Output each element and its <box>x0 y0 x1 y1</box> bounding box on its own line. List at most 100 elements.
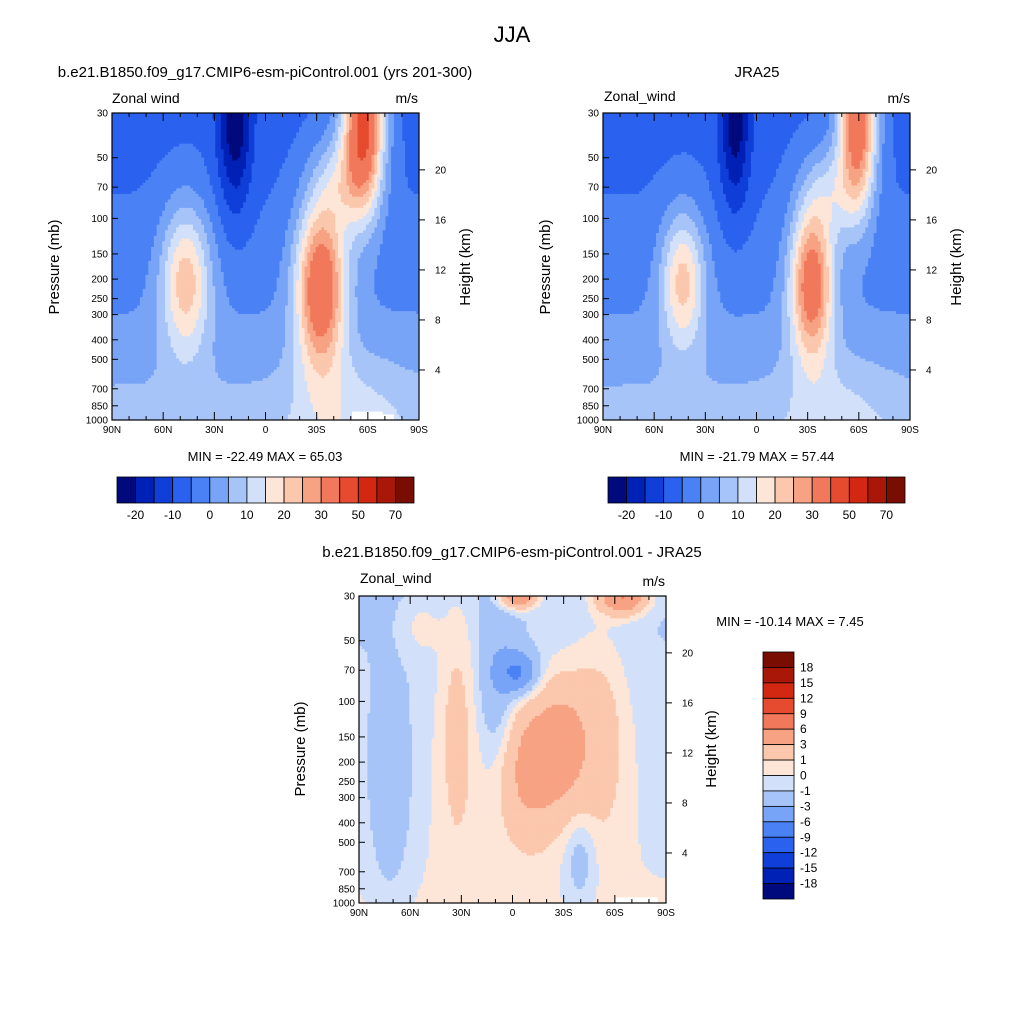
contour-cell <box>170 138 174 142</box>
contour-cell <box>265 188 269 192</box>
contour-cell <box>112 160 116 164</box>
contour-cell <box>192 152 197 156</box>
contour-cell <box>190 216 194 220</box>
contour-cell <box>184 191 188 195</box>
contour-cell <box>304 171 308 175</box>
contour-cell <box>201 132 205 136</box>
contour-cell <box>282 171 286 175</box>
contour-cell <box>220 230 225 234</box>
contour-cell <box>156 157 161 162</box>
contour-cell <box>279 152 283 156</box>
contour-cell <box>120 115 124 120</box>
contour-cell <box>315 113 320 117</box>
contour-cell <box>223 149 228 153</box>
contour-cell <box>257 154 261 159</box>
contour-cell <box>223 138 228 142</box>
contour-cell <box>145 154 149 159</box>
contour-cell <box>112 202 116 206</box>
contour-cell <box>125 199 130 203</box>
contour-cell <box>402 196 406 201</box>
contour-cell <box>234 224 239 229</box>
contour-cell <box>201 121 205 125</box>
contour-cell <box>148 179 152 184</box>
contour-cell <box>349 210 353 215</box>
contour-cell <box>374 213 378 217</box>
contour-cell <box>165 124 169 128</box>
contour-cell <box>349 202 353 206</box>
contour-cell <box>357 113 361 117</box>
contour-cell <box>117 213 121 217</box>
contour-cell <box>276 138 281 142</box>
contour-cell <box>298 160 303 164</box>
contour-cell <box>204 213 208 217</box>
contour-cell <box>290 191 295 195</box>
contour-cell <box>298 207 303 212</box>
contour-cell <box>363 149 367 153</box>
contour-cell <box>176 126 180 131</box>
contour-cell <box>184 140 188 145</box>
contour-cell <box>181 202 186 206</box>
contour-cell <box>156 202 161 206</box>
contour-cell <box>206 210 211 215</box>
contour-cell <box>178 149 183 153</box>
contour-cell <box>206 154 211 159</box>
contour-cell <box>156 135 161 139</box>
contour-cell <box>209 140 214 145</box>
contour-cell <box>206 191 211 195</box>
contour-cell <box>312 132 317 136</box>
contour-cell <box>318 210 322 215</box>
contour-cell <box>170 227 174 231</box>
contour-cell <box>332 227 336 231</box>
contour-cell <box>371 188 375 192</box>
contour-cell <box>153 230 158 234</box>
contour-cell <box>234 113 239 117</box>
contour-cell <box>232 182 236 187</box>
contour-cell <box>346 205 350 209</box>
contour-cell <box>139 146 144 150</box>
contour-cell <box>296 168 300 173</box>
contour-cell <box>165 154 169 159</box>
contour-cell <box>382 210 387 215</box>
contour-cell <box>123 132 127 136</box>
contour-cell <box>365 121 370 125</box>
contour-cell <box>363 146 367 150</box>
contour-cell <box>343 166 348 170</box>
contour-cell <box>298 132 303 136</box>
contour-cell <box>134 118 138 122</box>
contour-cell <box>220 135 225 139</box>
contour-cell <box>349 160 353 164</box>
contour-cell <box>318 227 322 231</box>
contour-cell <box>332 221 336 226</box>
contour-cell <box>248 113 253 117</box>
contour-cell <box>187 213 191 217</box>
contour-cell <box>324 168 328 173</box>
contour-cell <box>329 213 334 217</box>
contour-cell <box>279 202 283 206</box>
contour-cell <box>201 135 205 139</box>
contour-cell <box>271 205 275 209</box>
contour-cell <box>310 171 314 175</box>
contour-cell <box>173 205 177 209</box>
contour-cell <box>413 152 417 156</box>
contour-cell <box>326 202 331 206</box>
contour-cell <box>349 118 353 122</box>
contour-cell <box>276 115 281 120</box>
contour-cell <box>184 132 188 136</box>
contour-cell <box>315 191 320 195</box>
contour-cell <box>226 135 230 139</box>
contour-cell <box>251 115 255 120</box>
contour-cell <box>134 143 138 148</box>
contour-cell <box>131 138 135 142</box>
contour-cell <box>402 224 406 229</box>
contour-cell <box>114 121 119 125</box>
contour-cell <box>388 154 392 159</box>
contour-cell <box>290 193 295 198</box>
contour-cell <box>262 210 267 215</box>
contour-cell <box>181 224 186 229</box>
contour-cell <box>220 219 225 223</box>
contour-cell <box>128 146 133 150</box>
contour-cell <box>360 132 364 136</box>
contour-cell <box>153 168 158 173</box>
contour-cell <box>229 199 233 203</box>
contour-cell <box>363 138 367 142</box>
